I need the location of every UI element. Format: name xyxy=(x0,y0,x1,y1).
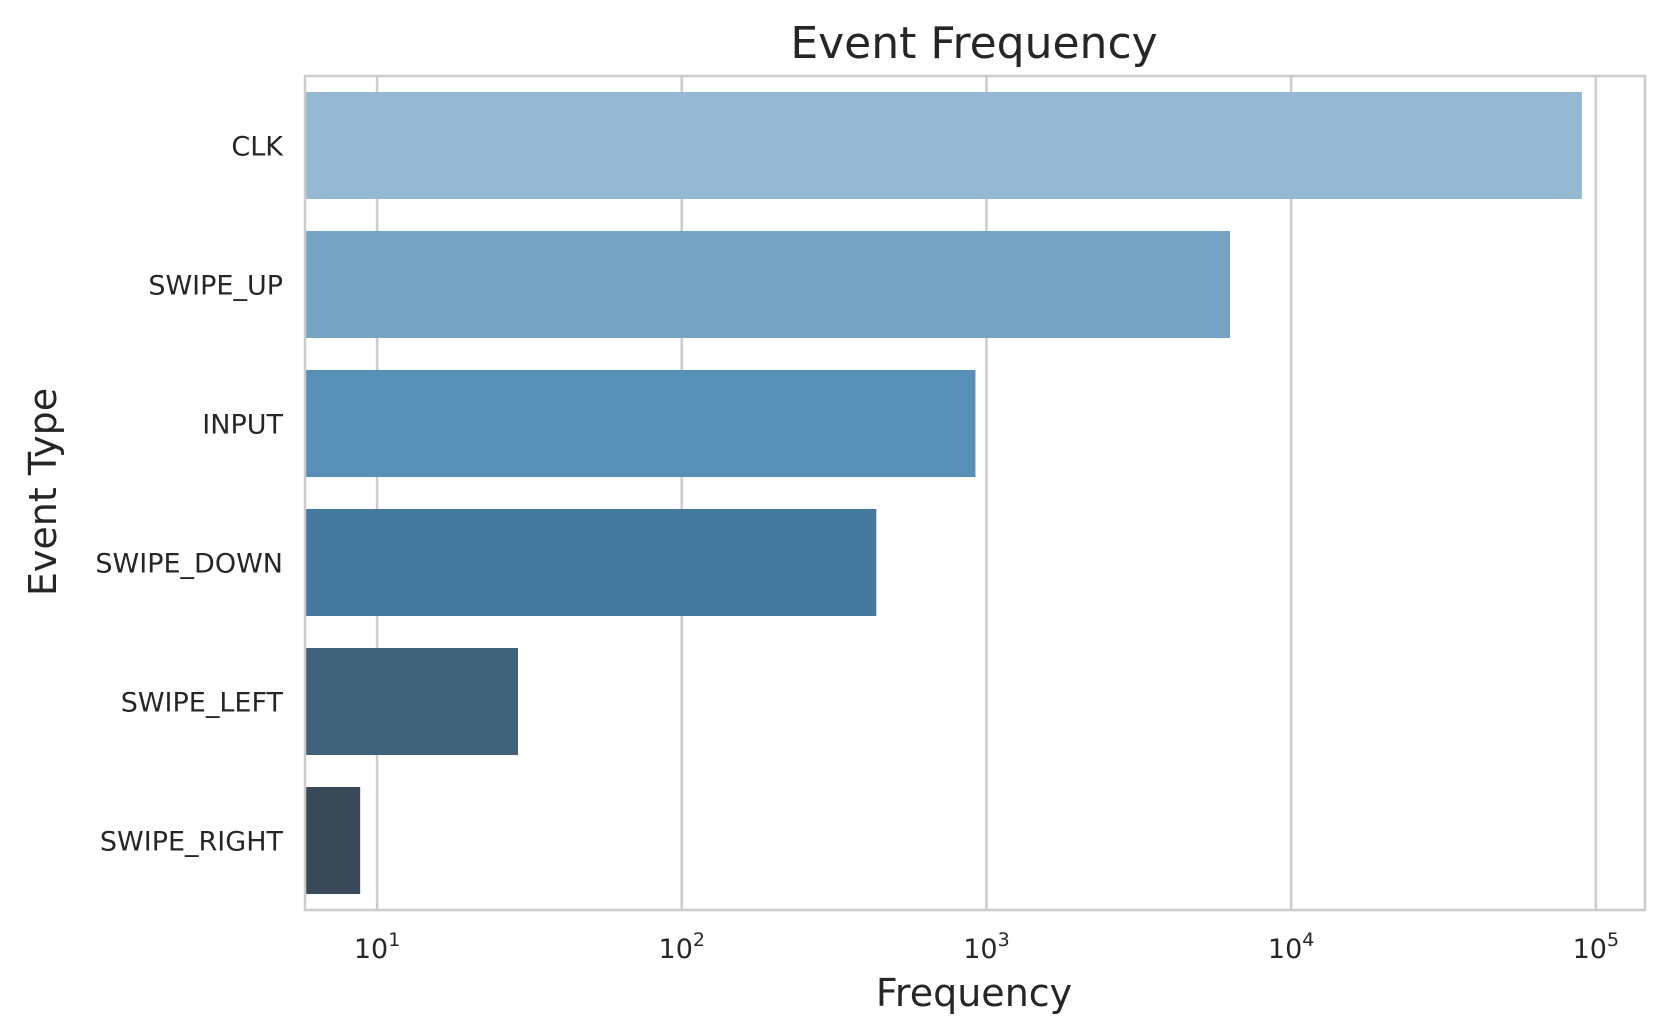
bar-swipe-up xyxy=(305,230,1231,339)
x-tick-label: 105 xyxy=(1573,929,1619,965)
y-tick-label: CLK xyxy=(231,132,284,163)
y-tick-label: SWIPE_UP xyxy=(148,271,283,302)
x-tick-label: 103 xyxy=(963,929,1009,965)
bar-clk xyxy=(305,91,1582,200)
x-tick-label: 101 xyxy=(354,929,400,965)
bar-input xyxy=(305,369,976,478)
y-axis-label: Event Type xyxy=(21,388,65,596)
bar-swipe-right xyxy=(305,786,361,895)
x-tick-label: 104 xyxy=(1268,929,1314,965)
grid-layer xyxy=(375,76,1598,910)
bar-swipe-left xyxy=(305,647,518,756)
bars-layer xyxy=(305,91,1582,895)
y-tick-label: SWIPE_RIGHT xyxy=(100,827,284,858)
plot-frame xyxy=(303,74,1647,912)
x-tick-labels: 101 102 103 104 105 xyxy=(354,929,1619,965)
y-tick-label: SWIPE_DOWN xyxy=(95,549,283,580)
x-axis-label: Frequency xyxy=(876,971,1072,1015)
chart-title: Event Frequency xyxy=(790,18,1157,69)
bar-swipe-down xyxy=(305,508,877,617)
x-tick-label: 102 xyxy=(659,929,705,965)
y-tick-label: INPUT xyxy=(202,410,283,441)
y-tick-labels: CLK SWIPE_UP INPUT SWIPE_DOWN SWIPE_LEFT SWIP… xyxy=(95,132,284,858)
y-tick-label: SWIPE_LEFT xyxy=(121,688,284,719)
